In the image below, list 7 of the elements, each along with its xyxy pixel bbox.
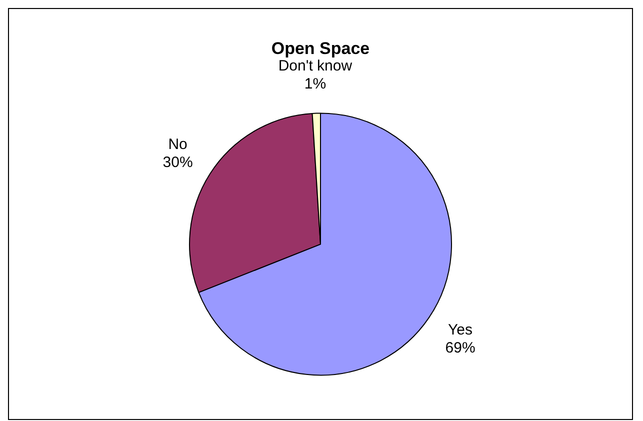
slice-label: No: [168, 136, 188, 153]
data-label: 69%: [445, 339, 476, 356]
chart-title: Open Space: [271, 38, 370, 58]
data-label: 30%: [162, 154, 193, 171]
slice-label: Yes: [448, 321, 473, 338]
data-label: 1%: [304, 75, 326, 92]
slice-label: Don't know: [278, 57, 352, 74]
